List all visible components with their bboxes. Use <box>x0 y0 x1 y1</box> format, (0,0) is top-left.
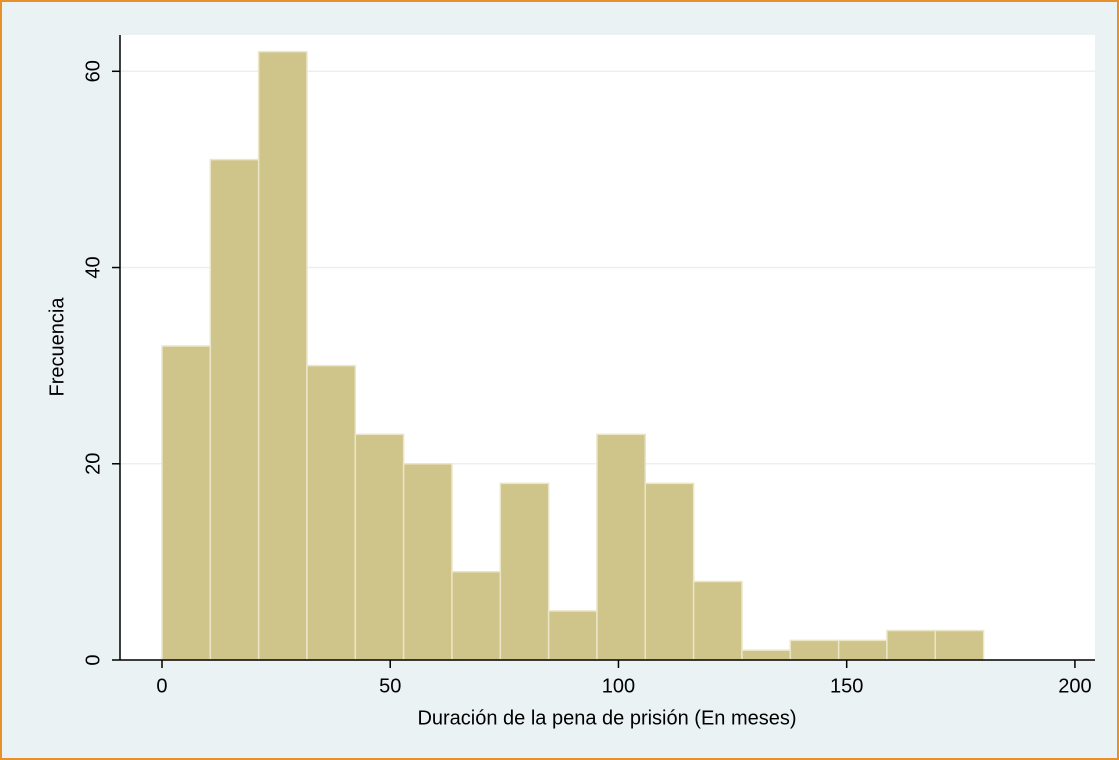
y-axis-label: Frecuencia <box>46 297 68 397</box>
bar <box>547 610 598 661</box>
bar <box>402 463 453 661</box>
bar <box>451 570 502 661</box>
x-tick-label: 100 <box>602 675 635 697</box>
bar <box>354 433 405 661</box>
x-tick-label: 50 <box>379 675 401 697</box>
bar <box>692 580 743 661</box>
bar <box>499 482 550 661</box>
bar <box>209 158 260 661</box>
bar <box>306 364 357 661</box>
bar <box>741 649 792 661</box>
x-axis-label: Duración de la pena de prisión (En meses… <box>417 707 796 729</box>
y-tick-label: 40 <box>82 256 104 278</box>
x-tick-label: 150 <box>830 675 863 697</box>
bar <box>934 629 985 661</box>
y-tick-label: 20 <box>82 453 104 475</box>
bar <box>257 50 308 661</box>
bar <box>644 482 695 661</box>
bar <box>837 639 888 661</box>
bar <box>161 345 212 661</box>
bar <box>886 629 937 661</box>
bar <box>596 433 647 661</box>
y-tick-label: 60 <box>82 60 104 82</box>
x-tick-label: 0 <box>156 675 167 697</box>
x-tick-label: 200 <box>1058 675 1091 697</box>
bar <box>789 639 840 661</box>
y-tick-label: 0 <box>82 654 104 665</box>
